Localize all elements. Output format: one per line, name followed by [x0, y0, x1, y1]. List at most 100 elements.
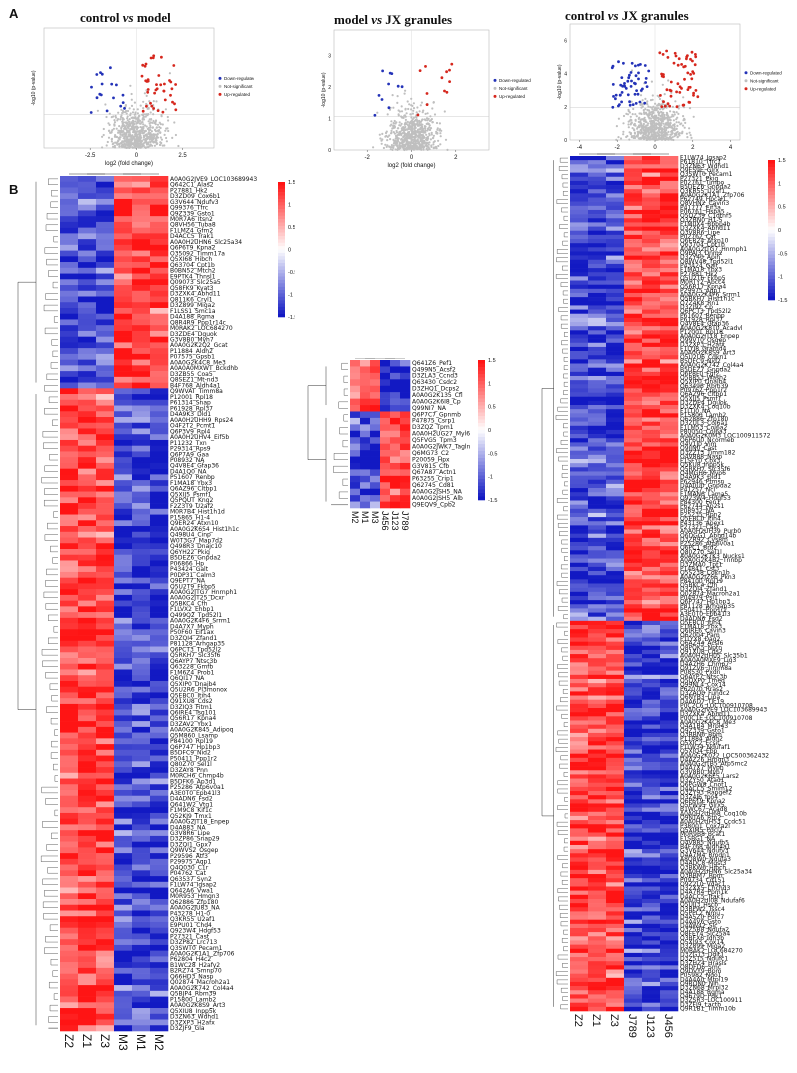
heatmap-cell — [60, 514, 79, 521]
row-dendrogram-branch — [44, 500, 58, 507]
point-down-regulated — [377, 94, 381, 97]
heatmap-cell — [150, 342, 169, 349]
heatmap-cell — [60, 721, 79, 728]
heatmap-row-label: B5DFC9_Nid2 — [170, 750, 211, 757]
heatmap-cell — [114, 193, 133, 200]
point-not-significant — [403, 92, 406, 95]
heatmap-cell — [390, 385, 401, 393]
point-not-significant — [416, 124, 419, 127]
heatmap-cell — [78, 669, 97, 676]
heatmap-cell — [132, 640, 151, 647]
heatmap-cell — [624, 782, 643, 788]
heatmap-cell — [588, 824, 607, 829]
heatmap-cell — [132, 176, 151, 183]
point-not-significant — [427, 143, 430, 146]
point-down-regulated — [100, 72, 104, 76]
heatmap-row-label: D4A7M4_Rmdn1 — [680, 852, 730, 859]
point-not-significant — [631, 127, 634, 130]
point-not-significant — [149, 128, 152, 131]
heatmap-cell — [624, 550, 643, 555]
heatmap-cell — [660, 504, 679, 510]
point-not-significant — [672, 124, 675, 127]
heatmap-cell — [642, 882, 661, 887]
point-not-significant — [438, 128, 442, 131]
point-not-significant — [650, 106, 653, 109]
heatmap-cell — [588, 463, 607, 468]
heatmap-cell — [78, 210, 97, 217]
heatmap-cell — [660, 944, 679, 950]
heatmap-cell — [642, 475, 661, 481]
color-scale-segment — [478, 367, 485, 371]
heatmap-row-label: F1M9C8_Kif1c — [170, 807, 212, 814]
point-not-significant — [138, 132, 141, 135]
heatmap-row-label: F1MA18_Ybx3 — [680, 624, 722, 631]
heatmap-cell — [60, 359, 79, 366]
heatmap-cell — [370, 443, 381, 451]
row-dendrogram-branch — [52, 419, 58, 426]
heatmap-row-label: Q5XIJ5_Psmf1 — [170, 491, 212, 498]
row-dendrogram-branch — [342, 440, 348, 448]
heatmap-row-label: M0RTY2_Abcc4 — [680, 279, 725, 286]
heatmap-row-label: Q5RKH7_Slc35f6 — [680, 466, 730, 473]
heatmap-cell — [588, 940, 607, 945]
heatmap-row-label: B5DFK6_Ap3d1 — [170, 778, 216, 785]
heatmap-cell — [570, 907, 589, 912]
heatmap-cell — [660, 878, 679, 883]
heatmap-cell — [96, 290, 115, 297]
heatmap-row-label: Q498R3_Dnajc10 — [170, 543, 222, 550]
point-down-regulated — [373, 113, 377, 117]
heatmap-cell — [660, 811, 679, 817]
heatmap-cell — [390, 443, 401, 451]
heatmap-cell — [360, 405, 371, 412]
row-dendrogram-branch — [44, 488, 58, 495]
heatmap-cell — [642, 936, 661, 941]
heatmap-cell — [96, 474, 115, 481]
row-dendrogram-branch — [46, 259, 58, 266]
y-tick-label: 2 — [328, 85, 331, 91]
point-up-regulated — [668, 104, 672, 108]
heatmap-cell — [606, 255, 625, 261]
heatmap-row-label: A0A0G2JT18_Enpep — [680, 333, 739, 340]
heatmap-cell — [588, 562, 607, 568]
point-not-significant — [675, 118, 678, 121]
heatmap-cell — [570, 815, 589, 821]
point-up-regulated — [163, 98, 167, 102]
point-not-significant — [155, 139, 158, 142]
point-not-significant — [658, 123, 661, 126]
heatmap-cell — [132, 910, 151, 917]
point-not-significant — [652, 121, 655, 124]
heatmap-cell — [588, 392, 607, 398]
heatmap-cell — [114, 262, 133, 269]
point-not-significant — [120, 141, 123, 144]
heatmap-row-label: A0A0G2JT18_Enpep — [170, 819, 229, 826]
heatmap-cell — [380, 437, 391, 444]
color-scale-tick: 0 — [488, 428, 491, 434]
heatmap-cell — [660, 355, 679, 360]
heatmap-cell — [114, 359, 133, 366]
heatmap-cell — [570, 911, 589, 916]
point-up-regulated — [141, 63, 145, 67]
heatmap-cell — [150, 468, 169, 475]
heatmap-cell — [588, 766, 607, 771]
heatmap-cell — [624, 853, 643, 858]
heatmap-row-label: A0A0G2JZ66_Pkn3 — [680, 574, 736, 581]
heatmap-row-label: Q6P747_Hp1bp3 — [170, 744, 220, 751]
heatmap-row-label: Q56R17_Kpna4 — [170, 715, 216, 722]
heatmap-cell — [660, 824, 679, 829]
point-down-regulated — [612, 95, 615, 98]
legend-label: Down-regulated — [499, 78, 531, 83]
row-dendrogram-branch — [342, 478, 348, 486]
point-not-significant — [677, 121, 680, 124]
heatmap-row-label: P41257_Ncl — [680, 487, 715, 494]
heatmap-cell — [570, 637, 589, 642]
heatmap-row-label: F1LMZ4_Gfm2 — [170, 227, 213, 234]
heatmap-cell — [642, 193, 661, 198]
heatmap-cell — [150, 273, 169, 280]
heatmap-cell — [360, 469, 371, 477]
color-scale-segment — [478, 412, 485, 417]
heatmap-cell — [150, 485, 169, 492]
heatmap-cell — [78, 1019, 97, 1026]
point-not-significant — [173, 121, 176, 124]
heatmap-cell — [570, 330, 589, 335]
point-not-significant — [118, 145, 121, 148]
